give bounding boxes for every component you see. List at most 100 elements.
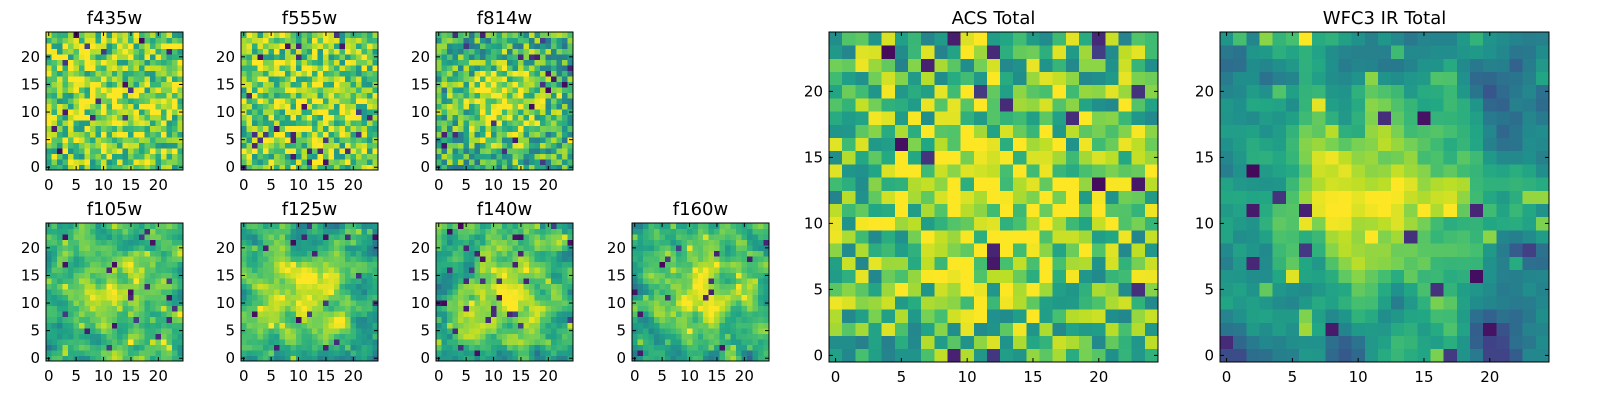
heatmap-cell (95, 147, 102, 154)
heatmap-cell (907, 150, 922, 165)
heatmap-cell (446, 109, 453, 116)
heatmap-cell (523, 261, 530, 268)
heatmap-cell (479, 43, 486, 49)
heatmap-cell (446, 327, 453, 334)
heatmap-cell (523, 349, 530, 356)
heatmap-cell (507, 103, 514, 110)
heatmap-cell (725, 250, 732, 257)
heatmap-cell (161, 158, 167, 165)
heatmap-cell (345, 239, 351, 246)
heatmap-cell (312, 70, 319, 77)
heatmap-cell (479, 81, 486, 88)
heatmap-cell (56, 43, 63, 49)
heatmap-cell (301, 278, 308, 285)
heatmap-cell (463, 70, 470, 77)
heatmap-cell (545, 59, 552, 66)
heatmap-cell (637, 228, 644, 235)
heatmap-cell (350, 267, 357, 274)
heatmap-cell (155, 76, 162, 83)
heatmap-cell (1026, 282, 1040, 297)
heatmap-cell (725, 256, 732, 263)
heatmap-cell (446, 142, 453, 149)
heatmap-cell (725, 333, 732, 340)
heatmap-cell (172, 158, 178, 165)
heatmap-cell (648, 283, 655, 290)
heatmap-cell (166, 322, 173, 329)
heatmap-cell (73, 125, 80, 132)
heatmap-cell (1013, 322, 1027, 336)
heatmap-cell (78, 333, 85, 340)
heatmap-cell (1013, 203, 1027, 218)
heatmap-cell (894, 243, 909, 257)
heatmap-cell (100, 142, 107, 149)
heatmap-cell (177, 43, 184, 49)
heatmap-cell (356, 234, 362, 240)
heatmap-cell (855, 230, 869, 244)
heatmap-cell (84, 234, 91, 240)
heatmap-cell (262, 103, 269, 110)
heatmap-cell (139, 311, 146, 318)
heatmap-cell (273, 54, 280, 60)
heatmap-cell (328, 164, 335, 171)
heatmap-cell (84, 278, 91, 285)
heatmap-cell (842, 190, 856, 204)
heatmap-cell (89, 131, 96, 138)
heatmap-cell (262, 333, 269, 340)
heatmap-cell (468, 120, 475, 127)
heatmap-cell (290, 278, 297, 285)
heatmap-cell (328, 338, 335, 345)
heatmap-cell (562, 120, 568, 127)
heatmap-cell (496, 355, 503, 362)
heatmap-cell (479, 48, 486, 55)
heatmap-cell (496, 267, 503, 274)
heatmap-cell (51, 70, 58, 77)
heatmap-cell (758, 250, 764, 257)
heatmap-cell (306, 70, 313, 77)
heatmap-cell (534, 164, 541, 171)
heatmap-cell (659, 283, 666, 290)
heatmap-cell (150, 349, 156, 356)
heatmap-cell (529, 338, 536, 345)
heatmap-cell (474, 338, 481, 345)
heatmap-cell (501, 234, 508, 240)
heatmap-cell (551, 267, 557, 274)
heatmap-cell (122, 278, 129, 285)
heatmap-cell (312, 48, 319, 55)
heatmap-cell (279, 164, 286, 171)
heatmap-cell (133, 37, 140, 44)
heatmap-cell (328, 43, 335, 49)
heatmap-cell (139, 153, 146, 160)
heatmap-cell (312, 327, 319, 334)
heatmap-cell (241, 87, 247, 94)
heatmap-cell (1079, 243, 1093, 257)
heatmap-cell (512, 228, 519, 235)
heatmap-cell (648, 355, 655, 362)
heatmap-cell (328, 54, 335, 60)
heatmap-cell (659, 239, 666, 246)
heatmap-cell (100, 349, 107, 356)
heatmap-cell (78, 131, 85, 138)
heatmap-cell (758, 261, 764, 268)
heatmap-cell (328, 239, 335, 246)
heatmap-cell (361, 120, 368, 127)
heatmap-cell (463, 147, 470, 154)
heatmap-cell (51, 305, 58, 312)
heatmap-cell (100, 311, 107, 318)
heatmap-cell (556, 344, 563, 351)
heatmap-cell (334, 70, 341, 77)
heatmap-cell (78, 294, 85, 301)
heatmap-cell (446, 333, 453, 340)
heatmap-cell (133, 120, 140, 127)
heatmap-cell (284, 103, 291, 110)
heatmap-cell (312, 311, 319, 318)
heatmap-cell (452, 283, 459, 290)
heatmap-cell (637, 256, 644, 263)
heatmap-cell (659, 278, 666, 285)
heatmap-cell (268, 37, 275, 44)
heatmap-cell (144, 131, 151, 138)
heatmap-cell (67, 283, 74, 290)
heatmap-cell (436, 92, 442, 99)
heatmap-cell (512, 147, 519, 154)
heatmap-cell (556, 322, 563, 329)
heatmap-cell (741, 272, 748, 279)
